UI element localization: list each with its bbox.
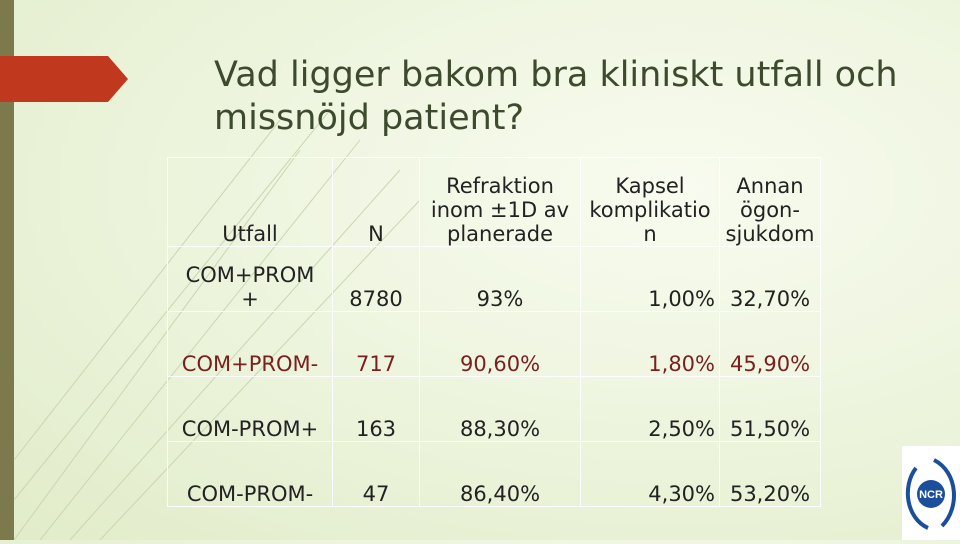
left-accent-bar bbox=[0, 0, 14, 540]
cell-outcome: COM-PROM+ bbox=[167, 376, 333, 442]
table-row: COM+PROM- 717 90,60% 1,80% 45,90% bbox=[167, 311, 821, 377]
cell-refraction: 88,30% bbox=[419, 376, 581, 442]
table-header-row: Utfall N Refraktion inom ±1D av planerad… bbox=[167, 157, 821, 247]
outcome-table: Utfall N Refraktion inom ±1D av planerad… bbox=[167, 157, 821, 507]
cell-n: 8780 bbox=[332, 246, 420, 312]
cell-refraction: 93% bbox=[419, 246, 581, 312]
slide-title: Vad ligger bakom bra kliniskt utfall och… bbox=[214, 55, 898, 138]
cell-capsule: 2,50% bbox=[580, 376, 720, 442]
header-outcome: Utfall bbox=[167, 157, 333, 247]
cell-refraction: 90,60% bbox=[419, 311, 581, 377]
cell-other: 45,90% bbox=[719, 311, 821, 377]
cell-other: 51,50% bbox=[719, 376, 821, 442]
cell-capsule: 4,30% bbox=[580, 441, 720, 507]
cell-outcome: COM+PROM + bbox=[167, 246, 333, 312]
cell-n: 163 bbox=[332, 376, 420, 442]
cell-capsule: 1,00% bbox=[580, 246, 720, 312]
cell-outcome: COM+PROM- bbox=[167, 311, 333, 377]
header-n: N bbox=[332, 157, 420, 247]
table-row: COM-PROM- 47 86,40% 4,30% 53,20% bbox=[167, 441, 821, 507]
logo-text: NCR bbox=[919, 489, 943, 501]
cell-refraction: 86,40% bbox=[419, 441, 581, 507]
cell-capsule: 1,80% bbox=[580, 311, 720, 377]
title-arrow-marker bbox=[0, 56, 128, 102]
cell-other: 32,70% bbox=[719, 246, 821, 312]
ncr-logo-icon: NCR bbox=[906, 458, 956, 530]
header-other-eye-disease: Annan ögon- sjukdom bbox=[719, 157, 821, 247]
cell-other: 53,20% bbox=[719, 441, 821, 507]
cell-n: 47 bbox=[332, 441, 420, 507]
header-refraction: Refraktion inom ±1D av planerade bbox=[419, 157, 581, 247]
cell-n: 717 bbox=[332, 311, 420, 377]
header-capsule-complication: Kapsel komplikatio n bbox=[580, 157, 720, 247]
ncr-logo: NCR bbox=[902, 446, 960, 540]
table-row: COM-PROM+ 163 88,30% 2,50% 51,50% bbox=[167, 376, 821, 442]
table-row: COM+PROM + 8780 93% 1,00% 32,70% bbox=[167, 246, 821, 312]
cell-outcome: COM-PROM- bbox=[167, 441, 333, 507]
